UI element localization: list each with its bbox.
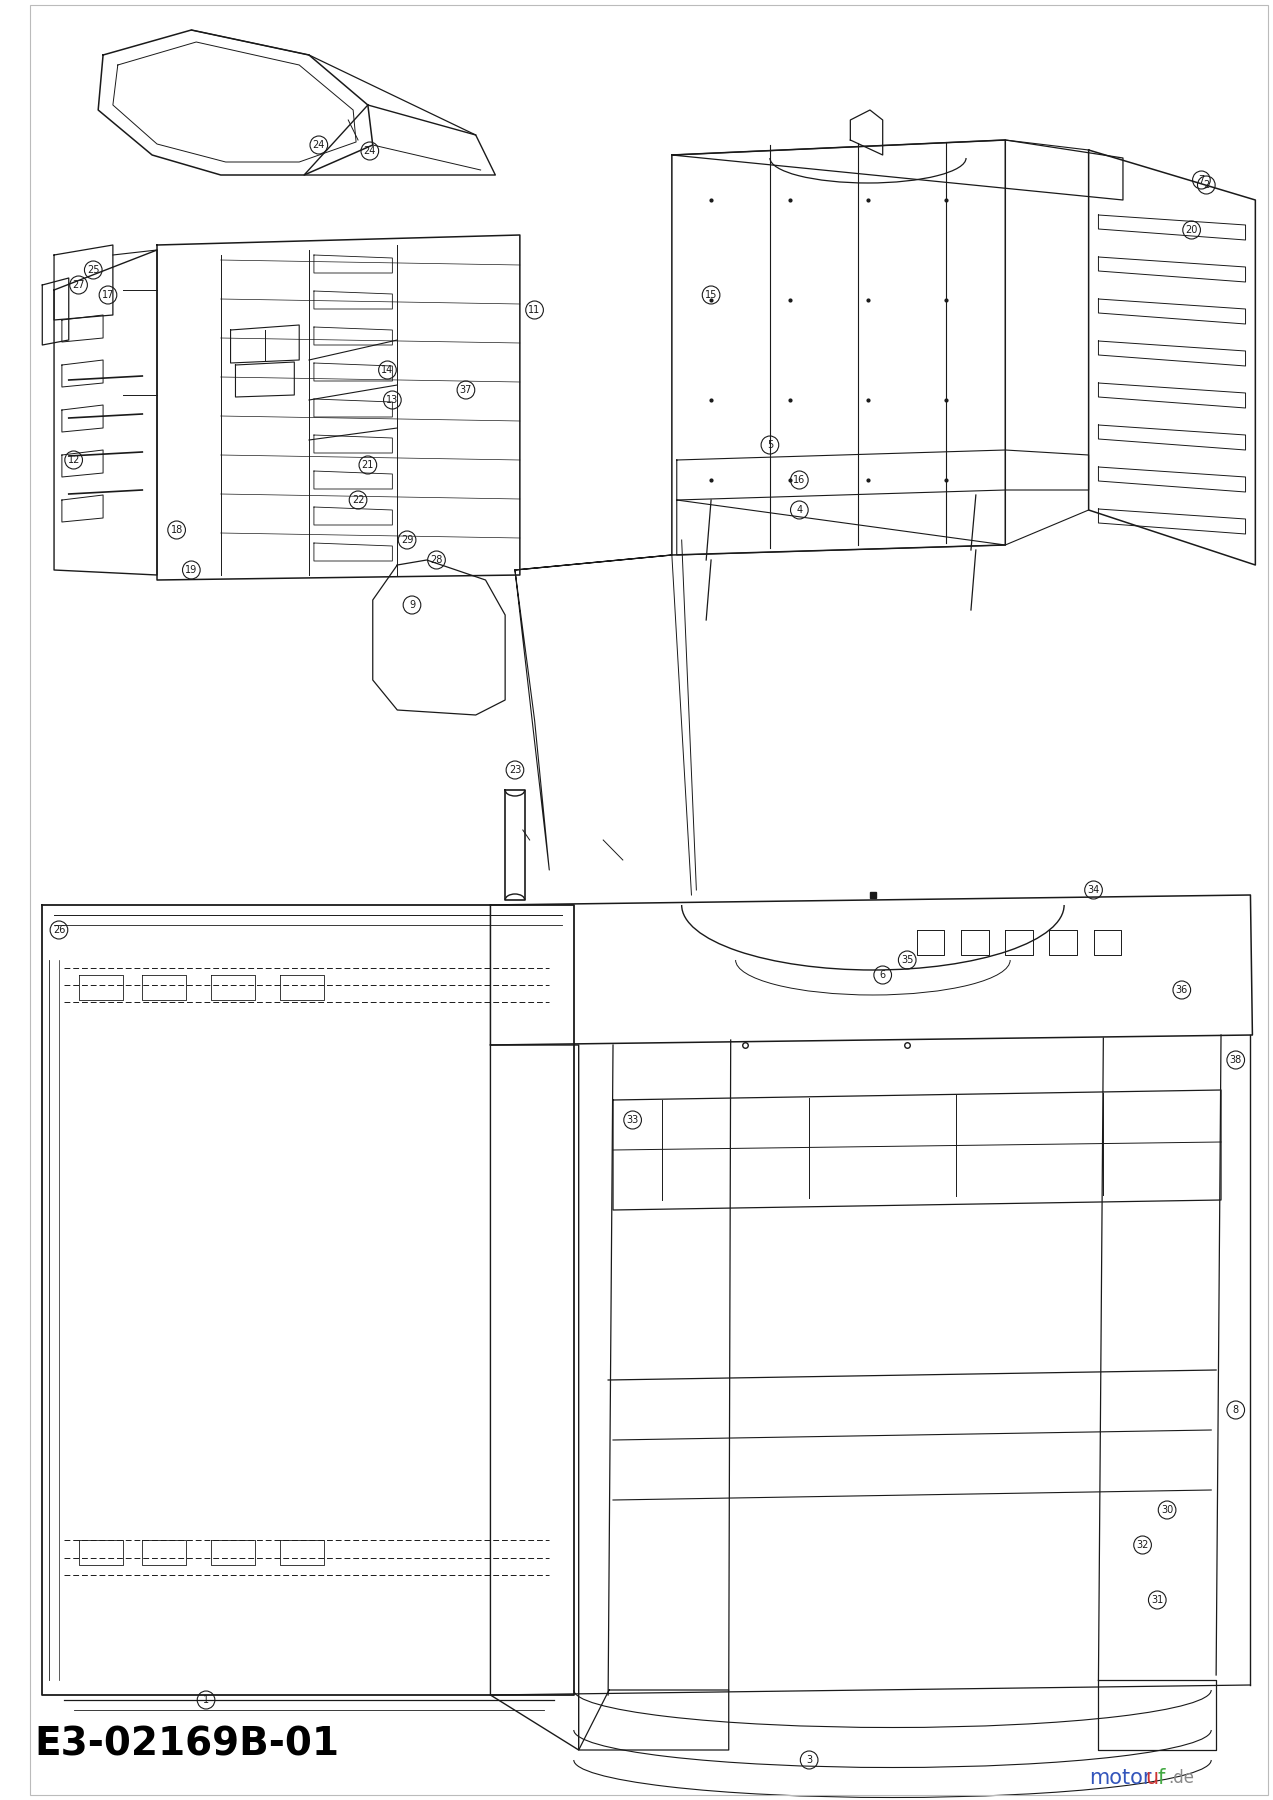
Text: 36: 36	[1176, 985, 1188, 995]
Text: u: u	[1146, 1768, 1158, 1787]
Text: 20: 20	[1185, 225, 1198, 236]
Text: 19: 19	[185, 565, 197, 574]
Text: 16: 16	[793, 475, 806, 484]
Text: 3: 3	[806, 1755, 812, 1766]
Text: 30: 30	[1161, 1505, 1174, 1516]
Text: 5: 5	[766, 439, 773, 450]
Text: 27: 27	[73, 281, 85, 290]
Text: motor: motor	[1088, 1768, 1151, 1787]
Text: 18: 18	[171, 526, 183, 535]
Text: 4: 4	[797, 506, 802, 515]
Text: 35: 35	[901, 956, 914, 965]
Text: 32: 32	[1137, 1541, 1148, 1550]
Text: .de: .de	[1169, 1769, 1194, 1787]
Text: 28: 28	[430, 554, 443, 565]
Text: 22: 22	[351, 495, 364, 506]
Text: 34: 34	[1087, 886, 1100, 895]
Text: 31: 31	[1151, 1595, 1164, 1606]
Text: 29: 29	[401, 535, 414, 545]
Text: 11: 11	[528, 304, 541, 315]
Text: 1: 1	[202, 1696, 209, 1705]
Text: f: f	[1157, 1768, 1165, 1787]
Text: 26: 26	[52, 925, 65, 934]
Text: 2: 2	[1203, 180, 1209, 191]
Text: 9: 9	[409, 599, 415, 610]
Text: 21: 21	[362, 461, 374, 470]
Text: 13: 13	[386, 394, 398, 405]
Text: 23: 23	[509, 765, 521, 776]
Text: 37: 37	[460, 385, 472, 394]
Text: 14: 14	[382, 365, 393, 374]
Text: 15: 15	[705, 290, 717, 301]
Text: 33: 33	[626, 1114, 639, 1125]
Text: 25: 25	[87, 265, 99, 275]
Text: 17: 17	[102, 290, 115, 301]
Text: 6: 6	[880, 970, 886, 979]
Text: 24: 24	[313, 140, 325, 149]
Text: 12: 12	[67, 455, 80, 464]
Text: 8: 8	[1232, 1406, 1239, 1415]
Text: E3-02169B-01: E3-02169B-01	[34, 1726, 339, 1764]
Text: 38: 38	[1230, 1055, 1242, 1066]
Text: 24: 24	[364, 146, 376, 157]
Text: 7: 7	[1198, 175, 1204, 185]
